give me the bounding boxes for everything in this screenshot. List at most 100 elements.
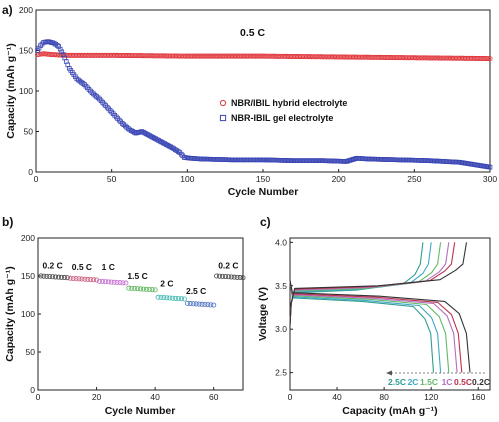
rate-point bbox=[167, 295, 173, 301]
rate-label: 0.2 C bbox=[218, 260, 238, 270]
rate-point bbox=[211, 302, 217, 308]
rate-point bbox=[228, 274, 234, 280]
rate-point bbox=[132, 286, 138, 292]
rate-point bbox=[64, 275, 70, 281]
rate-point bbox=[214, 273, 220, 279]
panel-c-xlabel: Capacity (mAh g⁻¹) bbox=[342, 405, 437, 417]
hybrid-point bbox=[487, 56, 493, 62]
rate-point bbox=[149, 287, 155, 293]
rate-point bbox=[193, 301, 199, 307]
rate-point bbox=[53, 274, 59, 280]
legend-label: 2.5C bbox=[388, 377, 406, 387]
y-tick-label: 3.0 bbox=[275, 324, 287, 334]
rate-point bbox=[50, 274, 56, 280]
y-tick-label: 150 bbox=[19, 46, 33, 56]
rate-point bbox=[85, 276, 91, 282]
rate-point bbox=[190, 301, 196, 307]
charge-curve bbox=[289, 242, 442, 325]
y-tick-label: 100 bbox=[19, 86, 33, 96]
rate-point bbox=[105, 279, 111, 285]
rate-point bbox=[178, 296, 184, 302]
legend-label-hybrid: NBR/IBIL hybrid electrolyte bbox=[231, 98, 347, 108]
x-tick-label: 200 bbox=[332, 174, 346, 184]
rate-point bbox=[102, 279, 108, 285]
rate-point bbox=[176, 296, 182, 302]
rate-point bbox=[56, 274, 62, 280]
rate-point bbox=[225, 274, 231, 280]
rate-point bbox=[76, 276, 82, 282]
x-tick-label: 160 bbox=[471, 392, 485, 402]
rate-point bbox=[99, 279, 105, 285]
rate-point bbox=[231, 274, 237, 280]
y-tick-label: 200 bbox=[21, 233, 35, 243]
rate-point bbox=[140, 286, 146, 292]
rate-point bbox=[170, 295, 176, 301]
x-tick-label: 150 bbox=[256, 174, 270, 184]
y-tick-label: 4.0 bbox=[275, 237, 287, 247]
rate-point bbox=[73, 276, 79, 282]
rate-point bbox=[164, 295, 170, 301]
panel-a-annotation: 0.5 C bbox=[240, 27, 266, 39]
rate-label: 1.5 C bbox=[127, 271, 147, 281]
x-tick-label: 0 bbox=[34, 174, 39, 184]
x-tick-label: 100 bbox=[180, 174, 194, 184]
rate-point bbox=[94, 277, 100, 283]
x-tick-label: 120 bbox=[424, 392, 438, 402]
rate-label: 2 C bbox=[160, 279, 173, 289]
rate-point bbox=[187, 301, 193, 307]
rate-point bbox=[135, 286, 141, 292]
rate-point bbox=[181, 296, 187, 302]
panel-a-xlabel: Cycle Number bbox=[228, 186, 299, 198]
panel-c-legend: 2.5C 2C 1.5C 1C 0.5C 0.2C bbox=[386, 370, 490, 387]
legend-label: 0.5C bbox=[454, 377, 472, 387]
hybrid-point bbox=[485, 56, 491, 62]
panel-b-ylabel: Capacity (mAh g⁻¹) bbox=[4, 266, 16, 361]
panel-b: b) 0 20 40 60 0 50 100 150 200 0.2 C 0.5 C 1 C 1.5 … bbox=[2, 215, 246, 417]
rate-point bbox=[137, 286, 143, 292]
rate-point bbox=[120, 280, 126, 286]
panel-a-label: a) bbox=[2, 3, 13, 17]
rate-point bbox=[219, 273, 225, 279]
rate-point bbox=[146, 286, 152, 292]
legend-marker-hybrid bbox=[219, 99, 227, 107]
rate-point bbox=[114, 279, 120, 285]
x-tick-label: 40 bbox=[150, 392, 160, 402]
rate-point bbox=[88, 277, 94, 283]
y-tick-label: 150 bbox=[21, 271, 35, 281]
panel-b-label: b) bbox=[2, 215, 13, 229]
rate-point bbox=[240, 275, 246, 281]
x-tick-label: 300 bbox=[483, 174, 497, 184]
x-tick-label: 80 bbox=[379, 392, 389, 402]
x-tick-label: 60 bbox=[209, 392, 219, 402]
x-tick-label: 0 bbox=[36, 392, 41, 402]
hybrid-point bbox=[484, 56, 490, 62]
charge-curve bbox=[289, 242, 468, 325]
y-tick-label: 0 bbox=[30, 385, 35, 395]
rate-point bbox=[208, 302, 214, 308]
legend-label: 2C bbox=[408, 377, 419, 387]
rate-point bbox=[205, 302, 211, 308]
rate-point bbox=[58, 274, 64, 280]
panel-c-label: c) bbox=[260, 215, 271, 229]
y-tick-label: 50 bbox=[26, 347, 36, 357]
legend-marker-gel bbox=[219, 114, 227, 122]
panel-b-xlabel: Cycle Number bbox=[105, 405, 176, 417]
rate-point bbox=[117, 280, 123, 286]
panel-a-legend: NBR/IBIL hybrid electrolyte NBR-IBIL gel… bbox=[219, 98, 347, 123]
rate-point bbox=[70, 275, 76, 281]
rate-point bbox=[38, 273, 44, 279]
rate-point bbox=[202, 301, 208, 307]
rate-label: 1 C bbox=[102, 262, 115, 272]
rate-point bbox=[152, 287, 158, 293]
y-tick-label: 2.5 bbox=[275, 368, 287, 378]
x-tick-label: 20 bbox=[92, 392, 102, 402]
legend-label: 0.2C bbox=[472, 377, 490, 387]
charge-curve bbox=[289, 242, 450, 325]
rate-point bbox=[129, 285, 135, 291]
rate-label: 0.2 C bbox=[42, 260, 62, 270]
panel-a-ylabel: Capacity (mAh g⁻¹) bbox=[5, 43, 17, 138]
rate-point bbox=[222, 274, 228, 280]
x-tick-label: 40 bbox=[332, 392, 342, 402]
